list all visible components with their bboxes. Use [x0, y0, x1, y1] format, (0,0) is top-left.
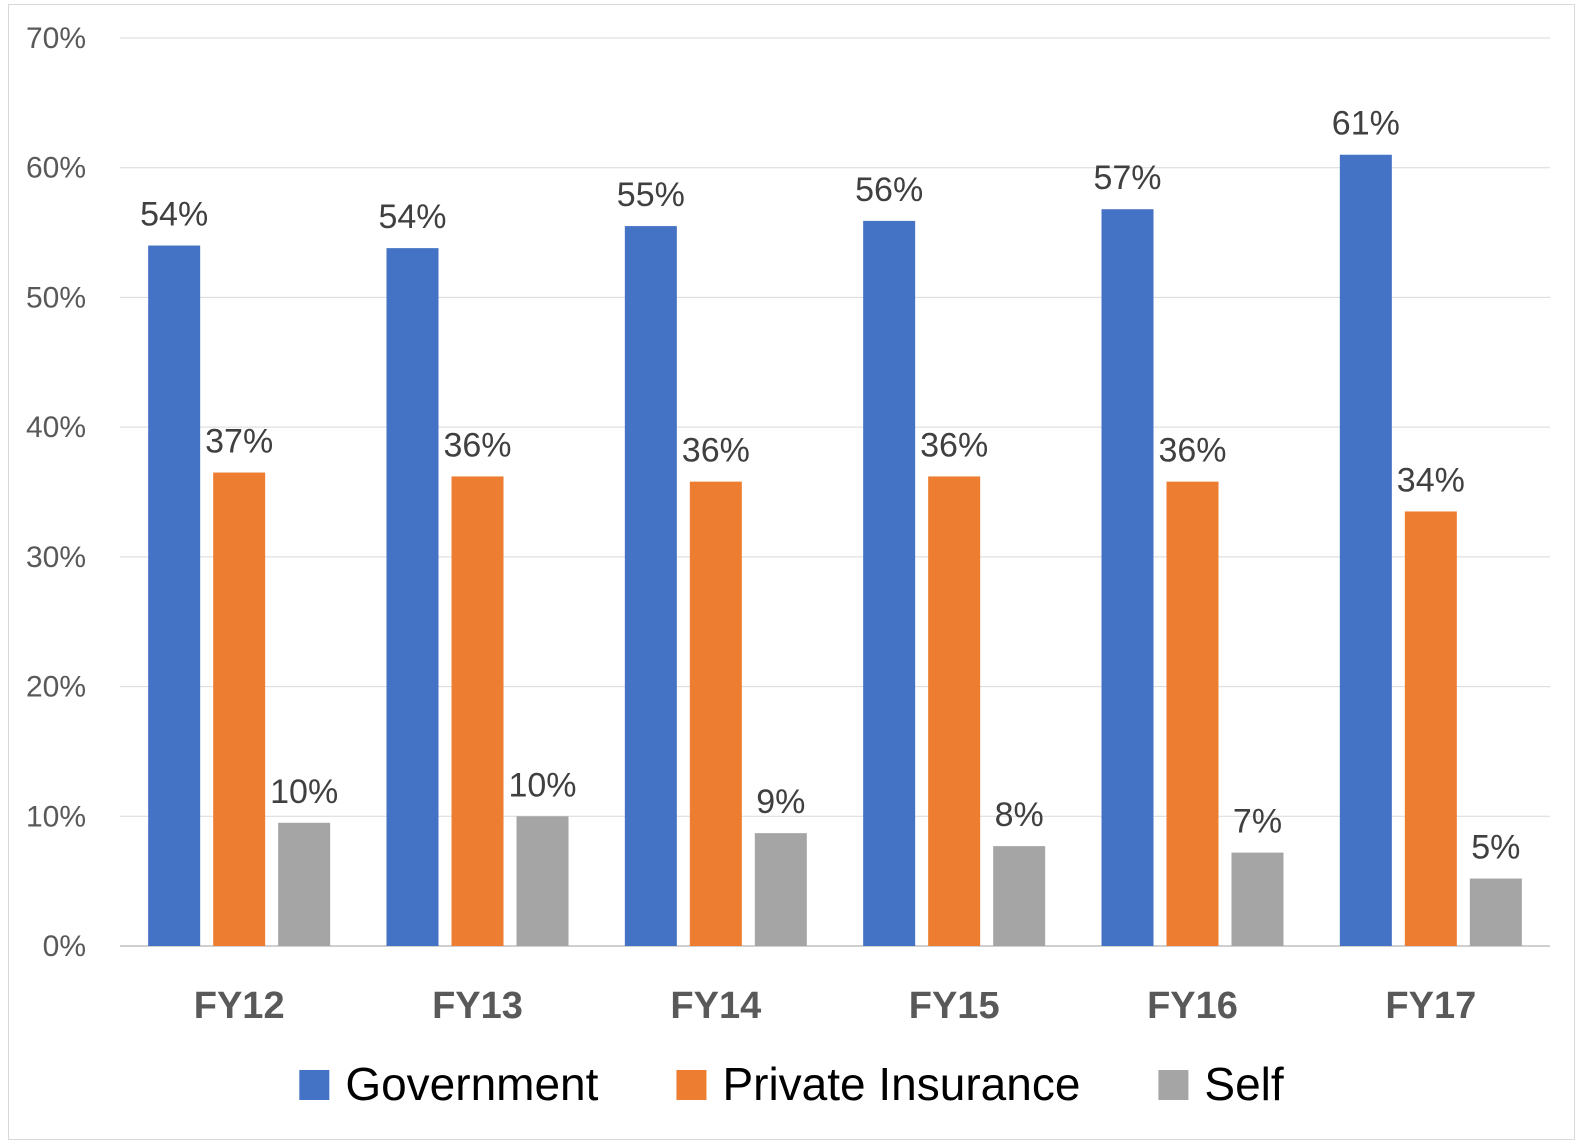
y-tick-label: 30% — [26, 541, 86, 574]
y-tick-label: 40% — [26, 411, 86, 444]
legend-swatch-government — [299, 1070, 330, 1100]
bar-self-fy13 — [516, 816, 569, 946]
bar-self-fy14 — [754, 833, 807, 946]
data-label: 36% — [443, 426, 511, 464]
bar-self-fy15 — [993, 846, 1046, 946]
bar-government-fy17 — [1339, 154, 1392, 946]
bar-self-fy12 — [278, 822, 331, 946]
data-label: 9% — [756, 783, 805, 821]
gridlines — [120, 37, 1550, 947]
data-label: 10% — [508, 766, 576, 804]
bar-self-fy16 — [1231, 852, 1284, 946]
data-label: 36% — [682, 432, 750, 470]
y-tick-label: 50% — [26, 281, 86, 314]
y-tick-label: 70% — [26, 22, 86, 55]
legend-label-self: Self — [1204, 1058, 1283, 1110]
data-label: 56% — [855, 171, 923, 209]
chart-frame — [8, 4, 1575, 1140]
bar-government-fy12 — [148, 245, 201, 947]
data-label: 8% — [995, 796, 1044, 834]
y-tick-label: 20% — [26, 671, 86, 704]
legend-label-government: Government — [345, 1058, 598, 1110]
data-label: 57% — [1093, 159, 1161, 197]
data-label: 37% — [205, 423, 273, 461]
data-labels: 54% 37% 10% 54% 36% 10% 55% 36% 9% 56% 36% 8% 57% 36%… — [140, 105, 1520, 867]
bar-government-fy14 — [624, 226, 677, 947]
bar-government-fy13 — [386, 248, 439, 946]
bar-self-fy17 — [1469, 878, 1522, 946]
bar-private-insurance-fy16 — [1166, 481, 1219, 946]
bar-private-insurance-fy12 — [213, 472, 266, 946]
bar-private-insurance-fy15 — [928, 476, 981, 946]
data-label: 36% — [1158, 432, 1226, 470]
y-tick-label: 0% — [43, 930, 86, 963]
bar-private-insurance-fy13 — [451, 476, 504, 946]
x-tick-label: FY15 — [909, 985, 1000, 1027]
x-axis-ticks: FY12 FY13 FY14 FY15 FY16 FY17 — [194, 985, 1476, 1027]
data-label: 54% — [378, 198, 446, 236]
data-label: 55% — [617, 176, 685, 214]
x-tick-label: FY12 — [194, 985, 285, 1027]
data-label: 7% — [1233, 803, 1282, 841]
y-tick-label: 60% — [26, 152, 86, 185]
x-tick-label: FY17 — [1385, 985, 1476, 1027]
x-tick-label: FY16 — [1147, 985, 1238, 1027]
data-label: 34% — [1397, 461, 1465, 499]
bar-private-insurance-fy14 — [689, 481, 742, 946]
x-tick-label: FY13 — [432, 985, 523, 1027]
data-label: 54% — [140, 196, 208, 234]
legend-label-private-insurance: Private Insurance — [722, 1058, 1080, 1110]
data-label: 36% — [920, 426, 988, 464]
legend-swatch-private-insurance — [676, 1070, 707, 1100]
bars — [148, 154, 1522, 947]
x-tick-label: FY14 — [670, 985, 761, 1027]
data-label: 5% — [1471, 829, 1520, 867]
bar-private-insurance-fy17 — [1404, 511, 1457, 946]
data-label: 10% — [270, 773, 338, 811]
legend-swatch-self — [1158, 1070, 1189, 1100]
y-tick-label: 10% — [26, 800, 86, 833]
y-axis-ticks: 0% 10% 20% 30% 40% 50% 60% 70% — [26, 22, 86, 963]
legend: Government Private Insurance Self — [299, 1058, 1284, 1110]
bar-government-fy15 — [863, 220, 916, 946]
bar-government-fy16 — [1101, 209, 1154, 947]
data-label: 61% — [1332, 105, 1400, 143]
